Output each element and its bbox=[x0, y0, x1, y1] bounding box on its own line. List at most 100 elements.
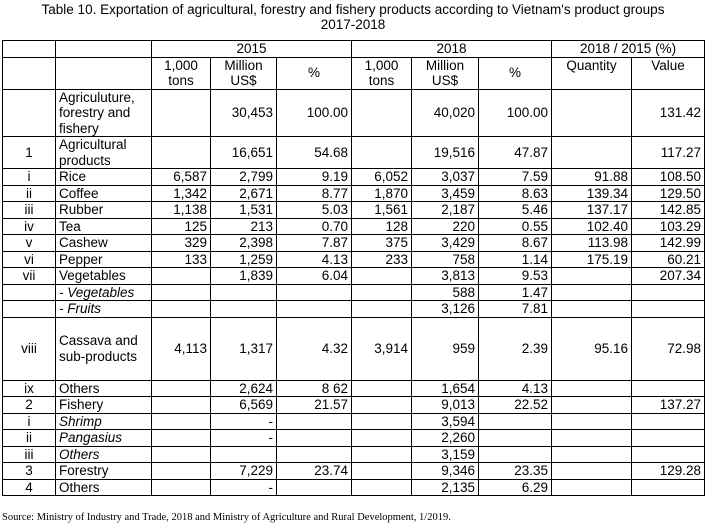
cell-no: i bbox=[2, 412, 56, 430]
cell-q: 91.88 bbox=[551, 168, 633, 186]
cell-t18: 1,870 bbox=[351, 184, 413, 202]
cell-p18: 9.53 bbox=[478, 267, 553, 285]
cell-p15: 0.70 bbox=[275, 217, 353, 235]
cell-p15: 9.19 bbox=[275, 168, 353, 186]
cell-t15: 125 bbox=[151, 217, 211, 235]
cell-p18: 8.67 bbox=[478, 234, 553, 252]
cell-q bbox=[551, 412, 633, 430]
header-musd-2015: Million US$ bbox=[210, 56, 277, 90]
cell-val bbox=[631, 412, 706, 430]
cell-q bbox=[551, 136, 633, 169]
cell-t18 bbox=[351, 300, 413, 318]
cell-v15: 7,229 bbox=[210, 462, 277, 480]
cell-p18: 22.52 bbox=[478, 396, 553, 414]
header-tons-2018: 1,000 tons bbox=[351, 56, 413, 90]
cell-no: 2 bbox=[2, 396, 56, 414]
cell-v15: 213 bbox=[210, 217, 277, 235]
cell-val: 142.99 bbox=[631, 234, 706, 252]
cell-p15: 23.74 bbox=[275, 462, 353, 480]
table-row: 2 Fishery 6,569 21.57 9,013 22.52 137.27 bbox=[2, 396, 706, 414]
cell-p15: 5.03 bbox=[275, 201, 353, 219]
cell-t18 bbox=[351, 412, 413, 430]
cell-val: 103.29 bbox=[631, 217, 706, 235]
cell-v18: 3,429 bbox=[411, 234, 480, 252]
cell-t18 bbox=[351, 267, 413, 285]
cell-name: Forestry bbox=[55, 462, 152, 480]
cell-v15 bbox=[210, 300, 277, 318]
cell-t18 bbox=[351, 396, 413, 414]
cell-p18 bbox=[478, 412, 553, 430]
cell-t18: 375 bbox=[351, 234, 413, 252]
cell-v18: 9,346 bbox=[411, 462, 480, 480]
cell-q: 139.34 bbox=[551, 184, 633, 202]
cell-name: Fishery bbox=[55, 396, 152, 414]
cell-q bbox=[551, 462, 633, 480]
cell-no: iii bbox=[2, 445, 56, 463]
cell-val bbox=[631, 429, 706, 447]
cell-v18: 758 bbox=[411, 250, 480, 268]
table-row: viii Cassava and sub-products 4,113 1,317 4.… bbox=[2, 316, 706, 381]
cell-p15: 21.57 bbox=[275, 396, 353, 414]
cell-no: 4 bbox=[2, 478, 56, 496]
header-row-years: 2015 2018 2018 / 2015 (%) bbox=[2, 40, 706, 58]
export-table: 2015 2018 2018 / 2015 (%) 1,000 tons Mil… bbox=[2, 40, 706, 496]
table-row: ii Coffee 1,342 2,671 8.77 1,870 3,459 8.63 139.… bbox=[2, 184, 706, 202]
cell-t15: 1,138 bbox=[151, 201, 211, 219]
cell-p18: 47.87 bbox=[478, 136, 553, 169]
cell-p15 bbox=[275, 412, 353, 430]
header-pct-2015: % bbox=[275, 56, 353, 90]
cell-v15 bbox=[210, 283, 277, 301]
cell-t18 bbox=[351, 379, 413, 397]
cell-q bbox=[551, 300, 633, 318]
table-row: ix Others 2,624 8 62 1,654 4.13 bbox=[2, 379, 706, 397]
cell-val: 142.85 bbox=[631, 201, 706, 219]
cell-p15: 100.00 bbox=[275, 88, 353, 137]
cell-t18: 6,052 bbox=[351, 168, 413, 186]
cell-q: 113.98 bbox=[551, 234, 633, 252]
header-value: Value bbox=[631, 56, 706, 90]
cell-name: Others bbox=[55, 445, 152, 463]
cell-v15: - bbox=[210, 429, 277, 447]
table-row: vi Pepper 133 1,259 4.13 233 758 1.14 175.19 60.2… bbox=[2, 250, 706, 268]
cell-name: Pepper bbox=[55, 250, 152, 268]
cell-val: 129.50 bbox=[631, 184, 706, 202]
cell-t15 bbox=[151, 445, 211, 463]
cell-t18: 233 bbox=[351, 250, 413, 268]
cell-t15: 6,587 bbox=[151, 168, 211, 186]
cell-v15: 16,651 bbox=[210, 136, 277, 169]
cell-t18: 1,561 bbox=[351, 201, 413, 219]
cell-no: iv bbox=[2, 217, 56, 235]
cell-t18: 128 bbox=[351, 217, 413, 235]
cell-v18: 220 bbox=[411, 217, 480, 235]
cell-v15 bbox=[210, 445, 277, 463]
title-line-2: 2017-2018 bbox=[320, 17, 386, 32]
header-2018: 2018 bbox=[351, 40, 553, 58]
cell-val bbox=[631, 478, 706, 496]
cell-v18: 3,126 bbox=[411, 300, 480, 318]
cell-no: i bbox=[2, 168, 56, 186]
cell-val: 129.28 bbox=[631, 462, 706, 480]
cell-p18: 2.39 bbox=[478, 316, 553, 381]
cell-t15 bbox=[151, 136, 211, 169]
cell-name: Others bbox=[55, 379, 152, 397]
cell-v15: 2,624 bbox=[210, 379, 277, 397]
cell-val: 72.98 bbox=[631, 316, 706, 381]
cell-t15 bbox=[151, 88, 211, 137]
cell-t15 bbox=[151, 396, 211, 414]
table-row: ii Pangasius - 2,260 bbox=[2, 429, 706, 447]
cell-p15: 54.68 bbox=[275, 136, 353, 169]
cell-q bbox=[551, 429, 633, 447]
cell-t18 bbox=[351, 462, 413, 480]
cell-val: 131.42 bbox=[631, 88, 706, 137]
cell-val: 137.27 bbox=[631, 396, 706, 414]
table-row: 1 Agricultural products 16,651 54.68 19,516 4… bbox=[2, 136, 706, 169]
cell-p18 bbox=[478, 429, 553, 447]
cell-t18 bbox=[351, 429, 413, 447]
cell-q: 175.19 bbox=[551, 250, 633, 268]
table-row: v Cashew 329 2,398 7.87 375 3,429 8.67 113.98 142… bbox=[2, 234, 706, 252]
table-row: Agriculuture, forestry and fishery 30,453… bbox=[2, 88, 706, 137]
cell-name: Pangasius bbox=[55, 429, 152, 447]
cell-q bbox=[551, 445, 633, 463]
cell-no: ii bbox=[2, 429, 56, 447]
cell-name: Coffee bbox=[55, 184, 152, 202]
